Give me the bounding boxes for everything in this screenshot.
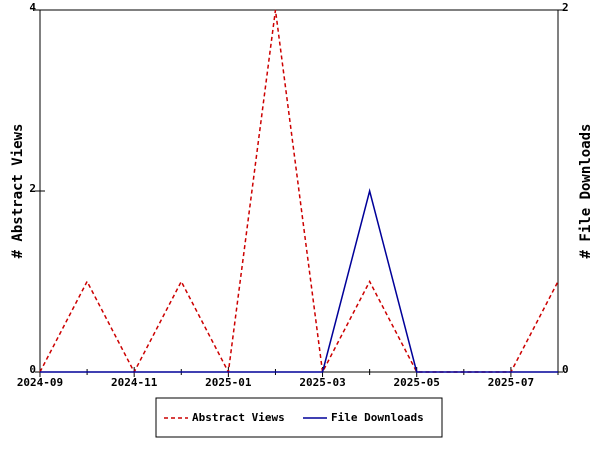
x-tick-label: 2025-01 [205, 376, 252, 389]
x-tick-label: 2025-05 [394, 376, 440, 389]
y2-tick-label: 0 [562, 363, 569, 376]
y2-tick-label: 2 [562, 1, 569, 14]
series-line [39, 9, 559, 375]
y-axis-title: # Abstract Views [10, 124, 26, 259]
legend-label: Abstract Views [192, 411, 285, 424]
x-tick-label: 2025-03 [299, 376, 345, 389]
x-tick-label: 2025-07 [488, 376, 534, 389]
legend-label: File Downloads [331, 411, 424, 424]
y-tick-label: 0 [29, 363, 36, 376]
x-tick-label: 2024-09 [17, 376, 63, 389]
y2-axis-title: # File Downloads [578, 124, 594, 259]
x-tick-label: 2024-11 [111, 376, 158, 389]
y-tick-label: 2 [29, 182, 36, 195]
legend-box [155, 397, 443, 438]
series-line [40, 188, 558, 373]
y-tick-label: 4 [29, 1, 36, 14]
